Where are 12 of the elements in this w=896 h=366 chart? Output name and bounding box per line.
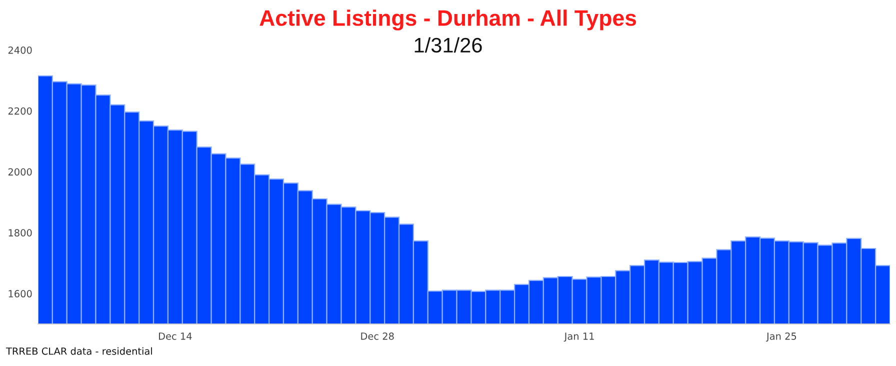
chart-subtitle: 1/31/26 <box>414 37 482 53</box>
y-tick-label: 2400 <box>8 46 32 54</box>
chart-title: Active Listings - Durham - All Types <box>260 10 636 30</box>
y-tick-label: 1800 <box>8 229 32 236</box>
text: TRREB CLAR data - residential <box>6 347 152 355</box>
x-tick-label: Dec 28 <box>361 332 394 340</box>
x-tick-label: Jan 11 <box>564 332 594 342</box>
x-tick-label: Dec 14 <box>159 332 192 340</box>
x-tick-label: Jan 25 <box>766 332 796 342</box>
y-tick-label: 2000 <box>8 168 32 176</box>
y-tick-label: 1600 <box>8 290 32 298</box>
y-tick-label: 2200 <box>8 107 32 115</box>
